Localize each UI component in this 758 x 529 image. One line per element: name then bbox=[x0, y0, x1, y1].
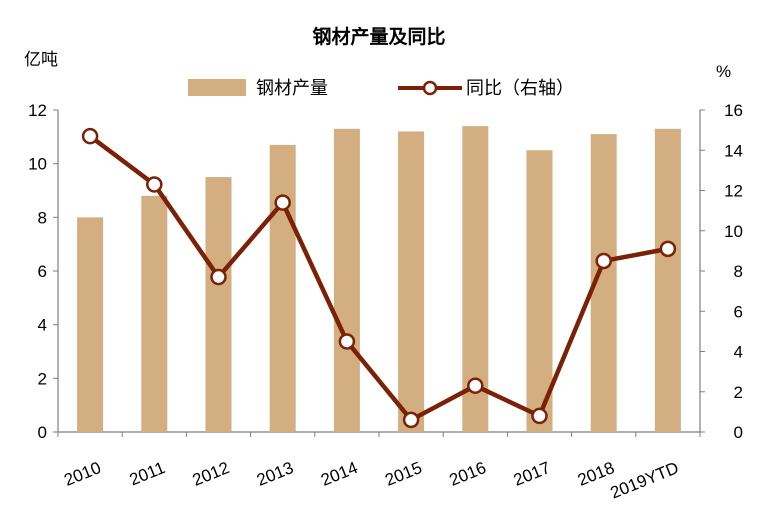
legend-label-bar: 钢材产量 bbox=[256, 78, 328, 98]
tick-labels: 0 2 4 6 8 10 12 0 2 4 6 8 10 12 14 16 2010 2011 2012 2013 20… bbox=[28, 101, 743, 503]
line-point bbox=[402, 411, 420, 429]
y-left-tick-label: 12 bbox=[28, 101, 47, 120]
y-left-tick-label: 4 bbox=[38, 316, 47, 335]
y-right-tick-label: 10 bbox=[724, 222, 743, 241]
y-right-tick-label: 0 bbox=[734, 423, 743, 442]
chart-title: 钢材产量及同比 bbox=[312, 25, 445, 48]
y-right-tick-label: 14 bbox=[724, 141, 743, 160]
bar bbox=[654, 128, 681, 433]
line-series bbox=[81, 127, 677, 429]
y-left-unit: 亿吨 bbox=[24, 50, 58, 69]
x-tick-label: 2015 bbox=[382, 458, 424, 490]
y-right-tick-label: 12 bbox=[724, 182, 743, 201]
x-tick-label: 2012 bbox=[190, 458, 232, 490]
y-left-tick-label: 2 bbox=[38, 369, 47, 388]
y-right-tick-label: 6 bbox=[734, 302, 743, 321]
x-tick-label: 2016 bbox=[447, 458, 489, 490]
y-right-unit: % bbox=[716, 62, 731, 81]
y-right-tick-label: 2 bbox=[734, 383, 743, 402]
legend: 钢材产量 同比（右轴） bbox=[188, 78, 574, 98]
bar bbox=[398, 131, 425, 432]
line-point bbox=[274, 194, 291, 211]
bar bbox=[141, 195, 168, 432]
x-tick-label: 2014 bbox=[318, 458, 360, 490]
bar bbox=[205, 177, 232, 432]
bar bbox=[526, 150, 553, 432]
bar bbox=[269, 144, 296, 432]
line-point bbox=[659, 240, 677, 258]
y-left-tick-label: 8 bbox=[38, 208, 47, 227]
line-point bbox=[210, 268, 227, 286]
x-tick-label: 2019YTD bbox=[608, 458, 682, 503]
line-point bbox=[146, 176, 163, 193]
y-right-tick-label: 4 bbox=[734, 343, 743, 362]
y-right-tick-label: 16 bbox=[724, 101, 743, 120]
line-point bbox=[81, 127, 99, 145]
x-tick-label: 2017 bbox=[511, 458, 553, 490]
line-point bbox=[595, 252, 612, 270]
bar bbox=[77, 217, 104, 432]
y-left-tick-label: 6 bbox=[38, 262, 47, 281]
bar-series bbox=[77, 126, 681, 433]
x-tick-label: 2011 bbox=[127, 458, 168, 489]
y-right-tick-label: 8 bbox=[734, 262, 743, 281]
x-tick-label: 2010 bbox=[61, 458, 103, 490]
legend-label-line: 同比（右轴） bbox=[466, 78, 574, 98]
x-tick-label: 2013 bbox=[254, 458, 296, 490]
legend-swatch-marker bbox=[422, 80, 438, 96]
line-path bbox=[88, 134, 669, 423]
y-left-tick-label: 0 bbox=[38, 423, 47, 442]
line-point bbox=[531, 407, 548, 425]
bar bbox=[333, 128, 360, 433]
line-point bbox=[467, 377, 484, 394]
legend-swatch-bar bbox=[188, 79, 246, 96]
line-point bbox=[338, 333, 356, 350]
y-left-tick-label: 10 bbox=[28, 155, 47, 174]
